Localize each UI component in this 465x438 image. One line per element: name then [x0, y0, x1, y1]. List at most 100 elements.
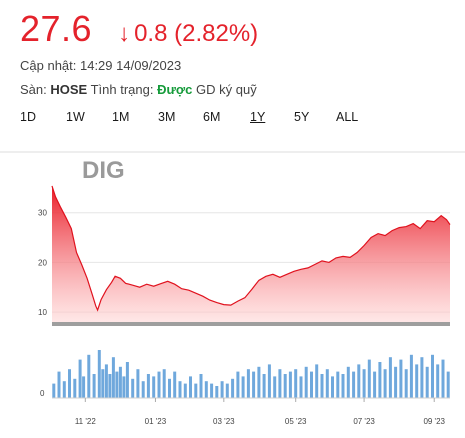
volume-bar [52, 383, 56, 398]
volume-bar [101, 369, 105, 398]
volume-bar [115, 371, 119, 398]
price-change: ↓ 0.8 (2.82%) [118, 20, 258, 48]
range-button-6m[interactable]: 6M [203, 110, 221, 124]
volume-bar [189, 376, 192, 398]
price-area [52, 185, 450, 322]
quote-header: 27.6 ↓ 0.8 (2.82%) [20, 8, 258, 50]
volume-tick-label: 0 [40, 389, 45, 398]
volume-bar [73, 378, 77, 398]
volume-bar [136, 369, 140, 398]
volume-bar [173, 371, 177, 398]
volume-bar [352, 371, 356, 398]
volume-bar [97, 350, 101, 398]
volume-bar [431, 354, 434, 398]
volume-bar [383, 369, 387, 398]
volume-bar [399, 359, 403, 398]
volume-bar [267, 364, 271, 398]
arrow-down-icon: ↓ [118, 20, 131, 47]
volume-bar [62, 381, 66, 398]
volume-bar [362, 369, 366, 398]
volume-bar [252, 371, 256, 398]
volume-bar [320, 374, 324, 398]
volume-bar [152, 376, 156, 398]
x-tick-label: 07 '23 [353, 417, 375, 426]
volume-bar [141, 381, 145, 398]
volume-bar [425, 366, 429, 398]
volume-bar [315, 364, 319, 398]
volume-bar [404, 369, 408, 398]
volume-bar [420, 357, 424, 398]
volume-bar [108, 374, 112, 398]
range-button-3m[interactable]: 3M [158, 110, 176, 124]
volume-bar [131, 378, 135, 398]
baseline-bar [52, 322, 450, 326]
volume-bar [162, 369, 166, 398]
volume-bar [357, 364, 361, 398]
exchange-info: Sàn: HOSE Tình trạng: Được GD ký quỹ [20, 82, 257, 97]
volume-bar [87, 354, 91, 398]
x-tick-label: 09 '23 [423, 417, 445, 426]
volume-bar [122, 376, 126, 398]
volume-bar [415, 364, 419, 398]
chart-title: DIG [82, 157, 125, 184]
price-tick-label: 10 [38, 308, 47, 317]
volume-bar [78, 359, 82, 398]
volume-bar [111, 357, 115, 398]
volume-bar [118, 366, 122, 398]
volume-bar [210, 383, 214, 398]
volume-bar [146, 374, 150, 398]
volume-bar [68, 369, 71, 398]
range-button-1w[interactable]: 1W [66, 110, 85, 124]
volume-bar [178, 381, 182, 398]
volume-bar [82, 376, 86, 398]
range-button-5y[interactable]: 5Y [294, 110, 310, 124]
volume-bar [283, 374, 287, 398]
range-button-all[interactable]: ALL [336, 110, 359, 124]
volume-bar [220, 381, 224, 398]
volume-bar [394, 366, 398, 398]
volume-bar [246, 369, 250, 398]
volume-bar [236, 371, 240, 398]
volume-bar [215, 386, 219, 398]
price-change-value: 0.8 (2.82%) [134, 20, 259, 47]
volume-bar [299, 376, 303, 398]
price-line [51, 185, 451, 312]
volume-bar [446, 371, 450, 398]
exchange-value: HOSE [50, 82, 88, 97]
current-price: 27.6 [20, 8, 93, 49]
volume-bar [388, 357, 392, 398]
exchange-label: Sàn: [20, 82, 47, 97]
volume-bar [378, 362, 382, 398]
volume-bar [257, 366, 261, 398]
volume-bar [194, 383, 198, 398]
price-tick-label: 20 [38, 258, 47, 267]
volume-bar [183, 383, 187, 398]
volume-bar [278, 369, 282, 398]
range-button-1m[interactable]: 1M [112, 110, 130, 124]
x-tick-label: 03 '23 [213, 417, 235, 426]
x-tick-label: 05 '23 [285, 417, 307, 426]
volume-bar [331, 376, 334, 398]
range-button-1d[interactable]: 1D [20, 110, 36, 124]
range-button-1y[interactable]: 1Y [250, 110, 266, 124]
volume-bar [346, 366, 350, 398]
volume-bar [436, 364, 440, 398]
volume-bar [441, 359, 445, 398]
x-tick-label: 11 '22 [75, 417, 97, 426]
volume-bar [294, 369, 298, 398]
volume-bar [204, 381, 208, 398]
volume-bar [310, 371, 313, 398]
status-label: Tình trạng: [90, 82, 154, 97]
volume-bar [168, 378, 171, 398]
margin-status-suffix: GD ký quỹ [196, 82, 257, 97]
volume-bar [336, 371, 340, 398]
volume-bar [288, 371, 292, 398]
price-tick-label: 30 [38, 209, 47, 218]
volume-bar [57, 371, 61, 398]
volume-bar [92, 374, 96, 398]
volume-bar [273, 376, 277, 398]
range-selector: 1D 1W 1M 3M 6M 1Y 5Y ALL [0, 110, 465, 128]
volume-bar [125, 362, 129, 398]
volume-bar [262, 374, 266, 398]
volume-bar [409, 354, 413, 398]
